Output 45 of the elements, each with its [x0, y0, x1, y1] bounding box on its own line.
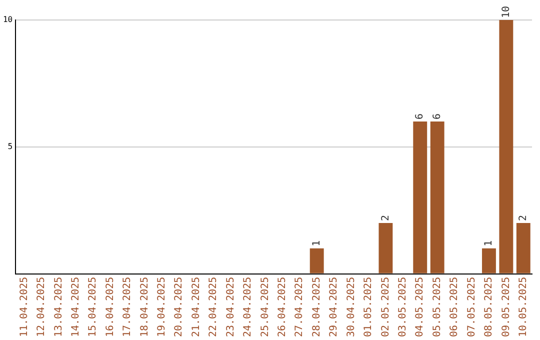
- bar: [413, 122, 428, 274]
- x-tick-label: 24.04.2025: [242, 276, 254, 338]
- bar: [430, 122, 444, 274]
- bar: [482, 248, 496, 274]
- x-tick-label: 03.05.2025: [398, 276, 408, 338]
- x-tick-label: 23.04.2025: [225, 276, 236, 338]
- x-tick-label: 17.04.2025: [122, 276, 134, 338]
- x-tick-label: 19.04.2025: [156, 276, 168, 338]
- x-tick-label: 06.05.2025: [449, 276, 460, 338]
- x-tick-label: 18.04.2025: [139, 276, 150, 338]
- x-tick-label: 09.05.2025: [500, 276, 512, 338]
- data-label: 10: [500, 6, 512, 18]
- data-label: 2: [380, 215, 392, 222]
- x-tick-label: 26.04.2025: [277, 276, 288, 338]
- x-tick-label: 04.05.2025: [414, 276, 426, 338]
- data-label: 1: [484, 240, 495, 246]
- x-tick-label: 30.04.2025: [346, 276, 357, 338]
- x-tick-label: 21.04.2025: [190, 276, 202, 338]
- x-tick-label: 14.04.2025: [70, 276, 82, 338]
- data-label: 6: [414, 113, 426, 120]
- x-tick-label: 10.05.2025: [518, 276, 529, 338]
- bar: [378, 223, 393, 274]
- bar: [516, 223, 530, 274]
- data-label: 6: [432, 113, 443, 120]
- x-tick-label: 16.04.2025: [104, 276, 116, 338]
- x-tick-label: 13.04.2025: [53, 276, 64, 338]
- x-tick-label: 25.04.2025: [260, 276, 271, 338]
- x-tick-label: 28.04.2025: [311, 276, 322, 338]
- x-tick-label: 22.04.2025: [208, 276, 220, 338]
- x-tick-label: 12.04.2025: [36, 276, 48, 338]
- bar: [310, 248, 324, 274]
- bar: [499, 20, 514, 274]
- x-tick-label: 08.05.2025: [484, 276, 495, 338]
- x-tick-label: 05.05.2025: [432, 276, 443, 338]
- data-label: 1: [311, 240, 322, 246]
- x-tick-label: 27.04.2025: [294, 276, 306, 338]
- x-tick-label: 01.05.2025: [363, 276, 374, 338]
- x-tick-label: 11.04.2025: [18, 276, 30, 338]
- x-tick-label: 02.05.2025: [380, 276, 392, 338]
- data-label: 2: [518, 215, 529, 222]
- x-tick-label: 20.04.2025: [174, 276, 185, 338]
- x-tick-label: 07.05.2025: [466, 276, 478, 338]
- y-tick-label: 5: [8, 142, 13, 151]
- x-tick-label: 29.04.2025: [328, 276, 340, 338]
- x-tick-label: 15.04.2025: [88, 276, 99, 338]
